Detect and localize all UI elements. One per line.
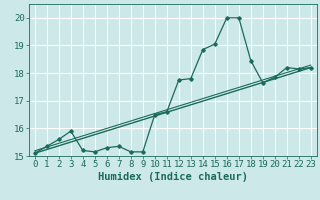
X-axis label: Humidex (Indice chaleur): Humidex (Indice chaleur) xyxy=(98,172,248,182)
